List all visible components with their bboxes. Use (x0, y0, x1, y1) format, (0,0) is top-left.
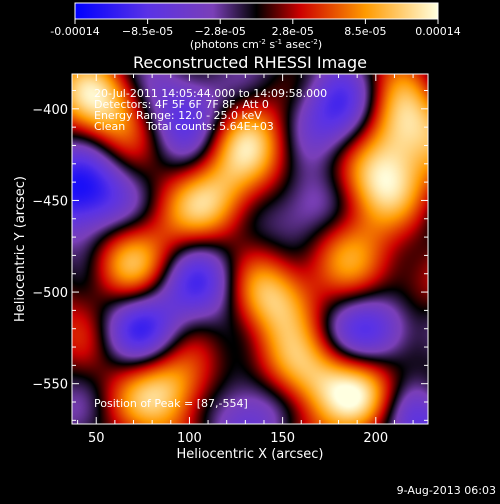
colorbar-tick-label: 2.8e-05 (272, 25, 314, 38)
y-tick-label: −550 (32, 378, 68, 393)
annotation-detectors: Detectors: 4F 5F 6F 7F 8F, Att 0 (94, 98, 269, 111)
colorbar-gradient (74, 2, 439, 20)
annotation-method: Clean (94, 120, 125, 133)
colorbar: -0.00014 −8.5e-05 −2.8e-05 2.8e-05 8.5e-05 0.… (50, 2, 461, 51)
colorbar-tick-label: 0.00014 (415, 25, 461, 38)
annotations: 20-Jul-2011 14:05:44.000 to 14:09:58.000… (94, 87, 327, 410)
x-tick-label: 50 (88, 431, 105, 446)
chart-title: Reconstructed RHESSI Image (133, 53, 367, 72)
y-axis-label: Heliocentric Y (arcsec) (13, 176, 28, 322)
y-tick-label: −450 (32, 194, 68, 209)
colorbar-tick-label: −8.5e-05 (122, 25, 173, 38)
colorbar-tick-label: −2.8e-05 (194, 25, 245, 38)
x-tick-label: 100 (177, 431, 202, 446)
x-axis-label: Heliocentric X (arcsec) (177, 447, 324, 462)
plot-frame (71, 73, 429, 425)
annotation-total-counts: Total counts: 5.64E+03 (145, 120, 274, 133)
x-tick-label: 200 (363, 431, 388, 446)
colorbar-label: (photons cm-2 s-1 asec-2) (190, 38, 322, 51)
annotation-time-range: 20-Jul-2011 14:05:44.000 to 14:09:58.000 (94, 87, 327, 100)
x-tick-label: 150 (270, 431, 295, 446)
y-tick-label: −400 (32, 103, 68, 118)
colorbar-tick-label: 8.5e-05 (344, 25, 386, 38)
annotation-peak: Position of Peak = [87,-554] (94, 397, 248, 410)
y-axis: −400 −450 −500 −550 (32, 89, 428, 421)
footer-date: 9-Aug-2013 06:03 (397, 484, 496, 497)
heatmap-image (72, 74, 428, 424)
x-axis: 50 100 150 200 (77, 74, 414, 446)
colorbar-tick-label: -0.00014 (50, 25, 99, 38)
y-tick-label: −500 (32, 286, 68, 301)
annotation-energy: Energy Range: 12.0 - 25.0 keV (94, 109, 262, 122)
